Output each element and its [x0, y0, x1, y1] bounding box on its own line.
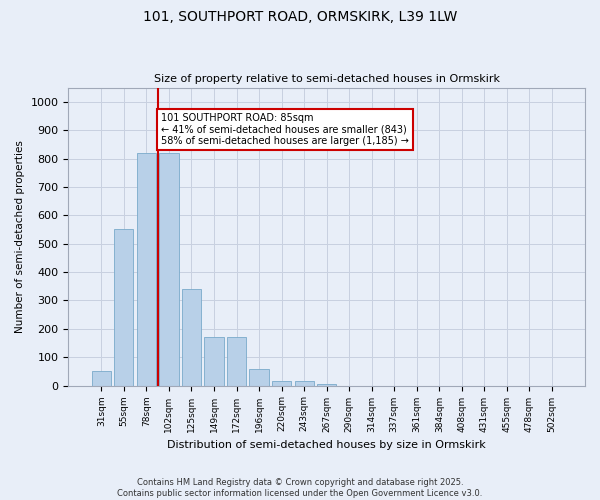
Bar — [92, 372, 111, 386]
Bar — [114, 230, 133, 386]
Bar — [295, 382, 314, 386]
Bar — [317, 384, 336, 386]
Bar — [137, 153, 156, 386]
Text: Contains HM Land Registry data © Crown copyright and database right 2025.
Contai: Contains HM Land Registry data © Crown c… — [118, 478, 482, 498]
Bar — [272, 382, 291, 386]
Bar — [205, 338, 224, 386]
X-axis label: Distribution of semi-detached houses by size in Ormskirk: Distribution of semi-detached houses by … — [167, 440, 486, 450]
Bar — [160, 153, 179, 386]
Title: Size of property relative to semi-detached houses in Ormskirk: Size of property relative to semi-detach… — [154, 74, 500, 84]
Text: 101 SOUTHPORT ROAD: 85sqm
← 41% of semi-detached houses are smaller (843)
58% of: 101 SOUTHPORT ROAD: 85sqm ← 41% of semi-… — [161, 113, 409, 146]
Bar — [227, 338, 246, 386]
Bar — [182, 289, 201, 386]
Bar — [250, 368, 269, 386]
Y-axis label: Number of semi-detached properties: Number of semi-detached properties — [15, 140, 25, 333]
Text: 101, SOUTHPORT ROAD, ORMSKIRK, L39 1LW: 101, SOUTHPORT ROAD, ORMSKIRK, L39 1LW — [143, 10, 457, 24]
